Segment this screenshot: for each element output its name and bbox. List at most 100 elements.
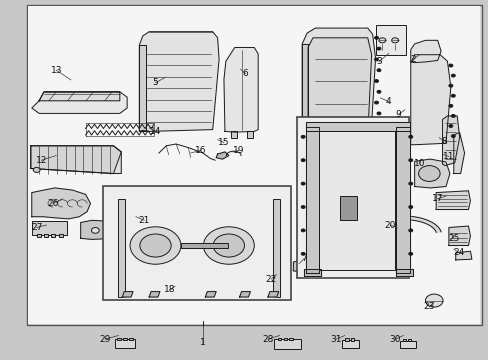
Text: 11: 11: [442, 152, 454, 161]
Text: 4: 4: [385, 97, 391, 106]
Polygon shape: [307, 38, 371, 138]
Bar: [350, 338, 353, 341]
Bar: [273, 339, 300, 349]
Circle shape: [378, 38, 385, 43]
Circle shape: [374, 123, 378, 126]
Text: 29: 29: [99, 335, 111, 343]
Polygon shape: [32, 188, 90, 219]
Circle shape: [301, 159, 305, 162]
Text: 9: 9: [395, 110, 401, 119]
Text: 10: 10: [413, 159, 425, 168]
Polygon shape: [414, 159, 449, 188]
Circle shape: [408, 252, 412, 255]
Bar: [319, 131, 394, 270]
Circle shape: [376, 69, 380, 72]
Bar: [32, 221, 67, 235]
Polygon shape: [31, 146, 121, 174]
Text: 1: 1: [200, 338, 205, 347]
Polygon shape: [410, 40, 440, 63]
Circle shape: [91, 228, 99, 233]
Text: 31: 31: [330, 335, 342, 343]
Polygon shape: [32, 92, 127, 113]
Circle shape: [374, 101, 378, 104]
Circle shape: [123, 228, 131, 233]
Bar: [399, 341, 415, 348]
Text: 22: 22: [265, 274, 277, 284]
Polygon shape: [122, 292, 133, 297]
Polygon shape: [239, 292, 250, 297]
Bar: [27, 5, 481, 325]
Bar: [277, 338, 281, 340]
Text: 15: 15: [218, 138, 229, 147]
Circle shape: [301, 182, 305, 185]
Bar: [117, 338, 121, 340]
Bar: [407, 339, 410, 341]
Circle shape: [374, 80, 378, 82]
Text: 17: 17: [431, 194, 443, 203]
Bar: [118, 199, 125, 297]
Polygon shape: [302, 28, 375, 141]
Polygon shape: [267, 292, 278, 297]
Polygon shape: [410, 55, 450, 145]
Circle shape: [376, 134, 380, 136]
Polygon shape: [305, 122, 409, 131]
Circle shape: [408, 182, 412, 185]
Circle shape: [374, 36, 378, 39]
Circle shape: [301, 252, 305, 255]
Bar: [44, 234, 48, 237]
Circle shape: [161, 288, 169, 294]
Circle shape: [408, 135, 412, 138]
Polygon shape: [455, 251, 471, 260]
Bar: [283, 338, 286, 340]
Polygon shape: [293, 260, 306, 272]
Bar: [246, 131, 252, 138]
Circle shape: [450, 94, 454, 97]
Polygon shape: [81, 220, 134, 239]
Text: 24: 24: [452, 248, 464, 257]
Bar: [28, 6, 479, 324]
Bar: [59, 234, 62, 237]
Polygon shape: [448, 226, 469, 246]
Circle shape: [448, 84, 452, 87]
Circle shape: [408, 206, 412, 208]
Bar: [230, 131, 236, 138]
Circle shape: [425, 294, 442, 307]
Text: 5: 5: [152, 78, 158, 87]
Text: 12: 12: [36, 156, 47, 165]
Circle shape: [272, 271, 282, 278]
Polygon shape: [305, 127, 319, 273]
Polygon shape: [139, 32, 219, 131]
Circle shape: [33, 167, 40, 172]
Circle shape: [448, 104, 452, 107]
Polygon shape: [453, 132, 464, 174]
Text: 18: 18: [164, 285, 176, 294]
Text: 8: 8: [440, 136, 446, 145]
Circle shape: [376, 112, 380, 115]
Polygon shape: [395, 127, 409, 273]
Circle shape: [418, 166, 439, 181]
Circle shape: [301, 135, 305, 138]
Text: 6: 6: [242, 69, 248, 78]
Circle shape: [301, 229, 305, 232]
Polygon shape: [304, 269, 321, 276]
Circle shape: [450, 135, 454, 138]
Bar: [375, 25, 405, 55]
Bar: [272, 199, 279, 297]
Polygon shape: [302, 44, 307, 141]
Polygon shape: [435, 191, 469, 210]
Text: 19: 19: [232, 146, 244, 155]
Text: 27: 27: [31, 223, 42, 232]
Text: 3: 3: [375, 57, 381, 66]
Circle shape: [450, 74, 454, 77]
Bar: [402, 339, 405, 341]
Bar: [51, 234, 55, 237]
Text: 20: 20: [384, 220, 395, 230]
Polygon shape: [216, 152, 228, 159]
Circle shape: [174, 288, 182, 294]
Circle shape: [213, 234, 244, 257]
Text: 2: 2: [409, 55, 415, 64]
Circle shape: [374, 58, 378, 61]
Bar: [339, 196, 356, 220]
Polygon shape: [31, 146, 121, 174]
Polygon shape: [365, 216, 440, 232]
